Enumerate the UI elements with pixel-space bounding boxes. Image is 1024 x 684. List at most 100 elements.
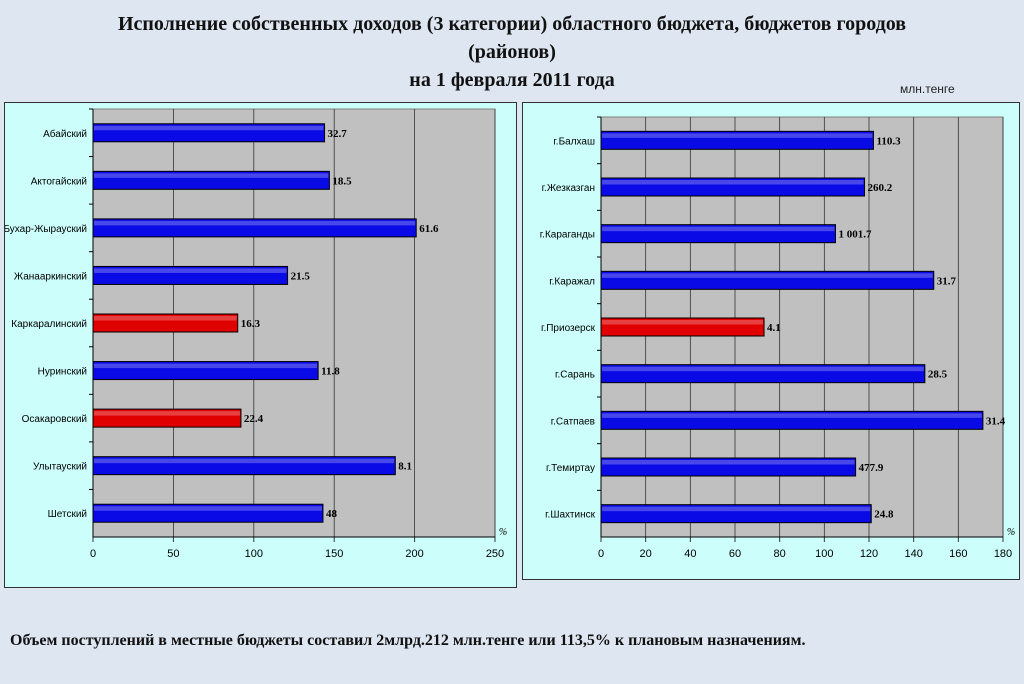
right-data-label: 28.5: [928, 369, 948, 381]
left-category-label: Шетский: [48, 509, 87, 520]
right-bar: [600, 410, 984, 430]
right-bar: [600, 504, 872, 524]
right-x-tick-label: 0: [598, 548, 604, 560]
right-bar-highlight: [602, 460, 855, 465]
left-x-tick-label: 250: [486, 548, 504, 560]
right-category-label: г.Караганды: [540, 230, 595, 241]
chart-title: Исполнение собственных доходов (3 катего…: [0, 10, 1024, 94]
left-data-label: 8.1: [398, 461, 412, 473]
right-bar-highlight: [602, 506, 871, 512]
right-data-label: 110.3: [876, 135, 901, 147]
right-bar: [600, 177, 866, 197]
left-data-label: 61.6: [419, 223, 439, 235]
right-data-label: 4.1: [767, 322, 781, 334]
left-data-label: 32.7: [328, 128, 348, 140]
unit-label: млн.тенге: [900, 82, 955, 96]
left-data-label: 22.4: [244, 413, 264, 425]
left-x-tick-label: 200: [405, 548, 423, 560]
left-data-label: 21.5: [291, 270, 311, 282]
left-data-label: 48: [326, 508, 338, 520]
right-x-tick-label: 80: [774, 548, 786, 560]
right-x-tick-label: 120: [860, 548, 878, 560]
right-bar-highlight: [602, 180, 864, 185]
right-bar: [600, 364, 926, 384]
left-x-tick-label: 50: [167, 548, 179, 560]
right-data-label: 24.8: [874, 509, 894, 521]
right-bar: [600, 457, 857, 477]
right-bar: [600, 224, 836, 244]
left-axis-unit: %: [499, 527, 507, 538]
right-x-tick-label: 60: [729, 548, 741, 560]
left-bar: [92, 218, 417, 238]
footer-note: Объем поступлений в местные бюджеты сост…: [10, 632, 806, 649]
right-bar-highlight: [602, 273, 933, 278]
right-bar: [600, 130, 874, 150]
left-bar: [92, 361, 319, 381]
left-category-label: Осакаровский: [22, 414, 87, 425]
left-x-tick-label: 0: [90, 548, 96, 560]
right-bar-highlight: [602, 133, 873, 138]
right-category-label: г.Сатпаев: [551, 416, 595, 427]
left-bar-highlight: [94, 363, 318, 369]
left-category-label: Абайский: [43, 128, 87, 140]
right-category-label: г.Шахтинск: [545, 510, 596, 521]
left-category-label: Бухар-Жырауский: [5, 224, 87, 235]
left-bar-highlight: [94, 220, 416, 226]
right-data-label: 1 001.7: [839, 229, 873, 241]
right-data-label: 31.4: [986, 415, 1006, 427]
right-bar-highlight: [602, 366, 924, 372]
left-bar: [92, 265, 289, 285]
right-category-label: г.Балхаш: [553, 136, 595, 147]
right-category-label: г.Каражал: [549, 276, 595, 287]
right-x-tick-label: 160: [949, 548, 967, 560]
right-axis-unit: %: [1007, 527, 1015, 538]
left-x-tick-label: 100: [245, 548, 263, 560]
left-bar: [92, 123, 326, 143]
right-x-tick-label: 140: [904, 548, 922, 560]
right-x-tick-label: 20: [640, 548, 652, 560]
left-category-label: Актогайский: [31, 176, 87, 187]
right-bar-highlight: [602, 226, 835, 232]
left-category-label: Жанааркинский: [14, 271, 87, 282]
right-x-tick-label: 180: [994, 548, 1012, 560]
left-bar-highlight: [94, 173, 329, 178]
left-data-label: 16.3: [241, 318, 261, 330]
left-bar: [92, 408, 242, 428]
right-data-label: 31.7: [937, 275, 957, 287]
right-data-label: 477.9: [859, 462, 884, 474]
left-chart-panel: 0 50 100 150 200 250% Абайский 32.7 Актогайский 1…: [4, 102, 517, 588]
right-category-label: г.Приозерск: [541, 323, 596, 334]
cities-bar-chart: 0 20 40 60 80 100 120 140 160 180% г.Балхаш 110.3 г.…: [540, 116, 1015, 560]
right-x-tick-label: 100: [815, 548, 833, 560]
left-bar-highlight: [94, 268, 287, 273]
left-bar-highlight: [94, 458, 395, 464]
left-data-label: 11.8: [321, 366, 340, 378]
title-line-1: Исполнение собственных доходов (3 катего…: [117, 13, 907, 35]
left-bar: [92, 503, 324, 523]
right-category-label: г.Сарань: [555, 370, 595, 381]
right-x-tick-label: 40: [684, 548, 696, 560]
left-bar-highlight: [94, 506, 322, 511]
right-data-label: 260.2: [868, 182, 893, 194]
left-bar: [92, 456, 396, 476]
right-category-label: г.Темиртау: [546, 463, 595, 474]
left-category-label: Нуринский: [38, 367, 87, 378]
left-bar: [92, 313, 239, 333]
left-bar-highlight: [94, 411, 240, 416]
right-bar: [600, 270, 935, 290]
title-line-3: на 1 февраля 2011 года: [409, 69, 615, 91]
right-bar-highlight: [602, 320, 764, 325]
left-bar-highlight: [94, 125, 324, 131]
left-data-label: 18.5: [332, 175, 352, 187]
right-bar-highlight: [602, 413, 982, 418]
left-bar: [92, 170, 330, 190]
districts-bar-chart: 0 50 100 150 200 250% Абайский 32.7 Актогайский 1…: [5, 108, 507, 560]
right-bar: [600, 317, 765, 337]
left-bar-highlight: [94, 316, 237, 321]
right-category-label: г.Жезказган: [542, 183, 595, 194]
title-line-2: (районов): [468, 41, 556, 63]
right-chart-panel: 0 20 40 60 80 100 120 140 160 180% г.Балхаш 110.3 г.…: [522, 102, 1020, 580]
left-category-label: Улытауский: [33, 462, 87, 473]
left-category-label: Каркаралинский: [11, 319, 87, 330]
left-x-tick-label: 150: [325, 548, 343, 560]
